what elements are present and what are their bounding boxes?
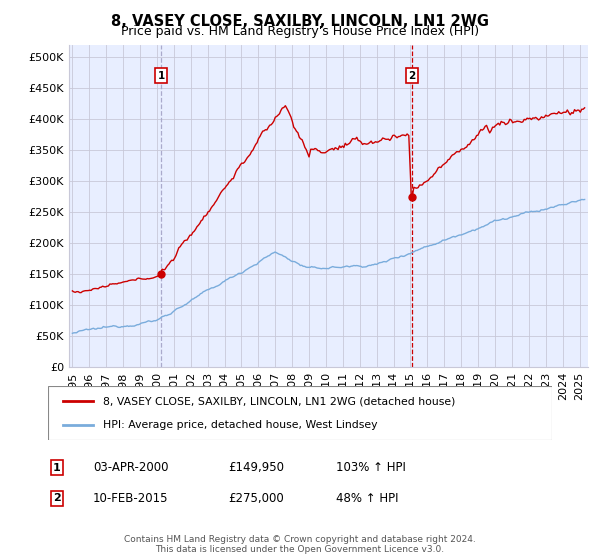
Text: Price paid vs. HM Land Registry's House Price Index (HPI): Price paid vs. HM Land Registry's House …	[121, 25, 479, 38]
Text: 8, VASEY CLOSE, SAXILBY, LINCOLN, LN1 2WG: 8, VASEY CLOSE, SAXILBY, LINCOLN, LN1 2W…	[111, 14, 489, 29]
Text: 03-APR-2000: 03-APR-2000	[93, 461, 169, 474]
Text: HPI: Average price, detached house, West Lindsey: HPI: Average price, detached house, West…	[103, 419, 378, 430]
Text: £149,950: £149,950	[228, 461, 284, 474]
Text: 103% ↑ HPI: 103% ↑ HPI	[336, 461, 406, 474]
Text: 1: 1	[158, 71, 165, 81]
Text: Contains HM Land Registry data © Crown copyright and database right 2024.
This d: Contains HM Land Registry data © Crown c…	[124, 535, 476, 554]
Text: 10-FEB-2015: 10-FEB-2015	[93, 492, 169, 505]
Text: 1: 1	[53, 463, 61, 473]
Text: 48% ↑ HPI: 48% ↑ HPI	[336, 492, 398, 505]
Text: 2: 2	[409, 71, 416, 81]
Text: 2: 2	[53, 493, 61, 503]
Text: £275,000: £275,000	[228, 492, 284, 505]
Text: 8, VASEY CLOSE, SAXILBY, LINCOLN, LN1 2WG (detached house): 8, VASEY CLOSE, SAXILBY, LINCOLN, LN1 2W…	[103, 396, 456, 407]
